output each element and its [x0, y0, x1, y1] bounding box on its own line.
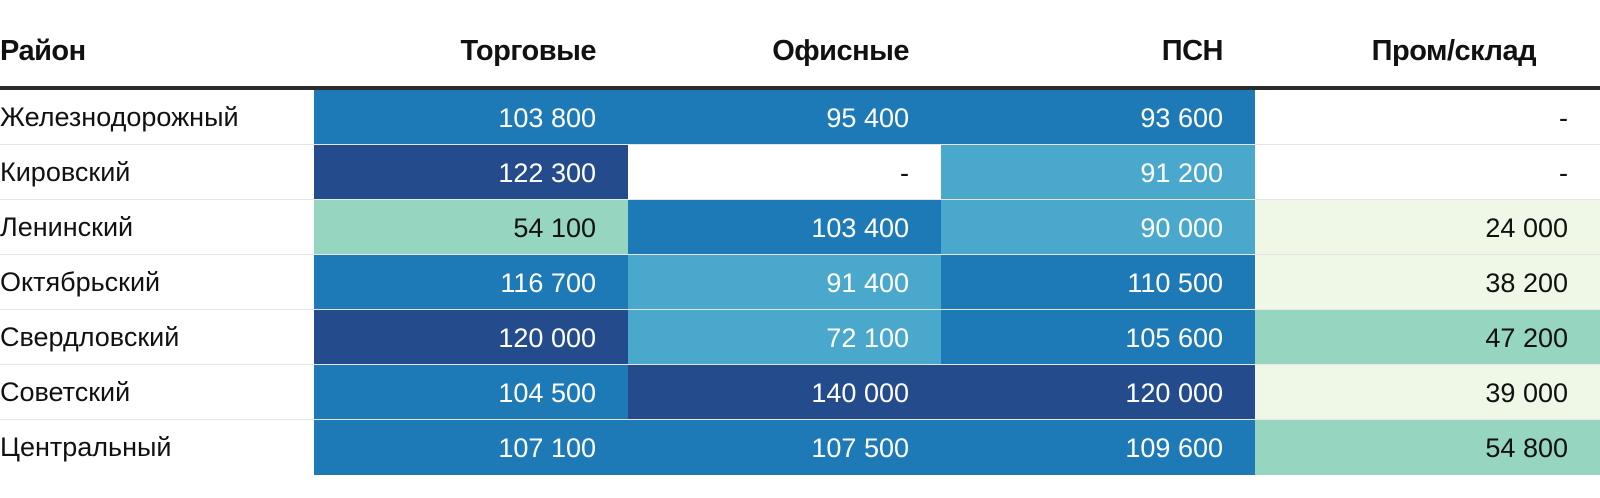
table-row: Кировский 122 300-91 200- [0, 145, 1600, 200]
heat-cell: 107 100 [314, 420, 628, 475]
heat-cell: 38 200 [1255, 255, 1600, 310]
heat-cell: 91 400 [628, 255, 941, 310]
header-office: Офисные [772, 35, 909, 67]
heat-cell: 93 600 [941, 90, 1255, 145]
heat-cell: 110 500 [941, 255, 1255, 310]
heat-cell: 116 700 [314, 255, 628, 310]
row-label: Центральный [0, 432, 172, 462]
heat-cell: 122 300 [314, 145, 628, 200]
header-psn: ПСН [1161, 35, 1224, 67]
heat-cell: 54 100 [314, 200, 628, 255]
row-label: Кировский [0, 157, 131, 187]
table-row: Свердловский 120 000 72 100 105 600 47 200 [0, 310, 1600, 365]
table-row: Центральный 107 100 107 500 109 600 54 800 [0, 420, 1600, 475]
heat-cell: 109 600 [941, 420, 1255, 475]
heat-cell: - [1255, 90, 1600, 145]
table-row: Ленинский 54 100 103 400 90 000 24 000 [0, 200, 1600, 255]
heat-cell: 54 800 [1255, 420, 1600, 475]
heat-cell: 90 000 [941, 200, 1255, 255]
heat-cell: 107 500 [628, 420, 941, 475]
row-divider [0, 419, 1600, 420]
heat-cell: 95 400 [628, 90, 941, 145]
row-divider [0, 309, 1600, 310]
heat-cell: 91 200 [941, 145, 1255, 200]
heat-cell: 120 000 [941, 365, 1255, 420]
row-label: Ленинский [0, 212, 134, 242]
header-row: Район Торговые Офисные ПСН Пром/склад [0, 0, 1600, 90]
row-label: Октябрьский [0, 267, 161, 297]
heat-cell: 105 600 [941, 310, 1255, 365]
heat-cell: 24 000 [1255, 200, 1600, 255]
row-label: Советский [0, 377, 131, 407]
row-divider [0, 144, 1600, 145]
heat-cell: - [1255, 145, 1600, 200]
row-divider [0, 199, 1600, 200]
heat-cell: 103 800 [314, 90, 628, 145]
header-trade: Торговые [460, 35, 597, 67]
heat-cell: - [628, 145, 941, 200]
header-industrial: Пром/склад [1371, 35, 1537, 67]
header-rayon: Район [0, 35, 86, 67]
heat-cell: 72 100 [628, 310, 941, 365]
table-row: Железнодорожный 103 800 95 400 93 600- [0, 90, 1600, 145]
table-row: Октябрьский 116 700 91 400 110 500 38 200 [0, 255, 1600, 310]
heat-cell: 39 000 [1255, 365, 1600, 420]
table-row: Советский 104 500 140 000 120 000 39 000 [0, 365, 1600, 420]
row-divider [0, 364, 1600, 365]
heat-cell: 47 200 [1255, 310, 1600, 365]
row-label: Железнодорожный [0, 102, 239, 132]
row-divider [0, 254, 1600, 255]
row-label: Свердловский [0, 322, 180, 352]
heat-cell: 103 400 [628, 200, 941, 255]
heat-cell: 104 500 [314, 365, 628, 420]
heat-cell: 140 000 [628, 365, 941, 420]
heat-cell: 120 000 [314, 310, 628, 365]
